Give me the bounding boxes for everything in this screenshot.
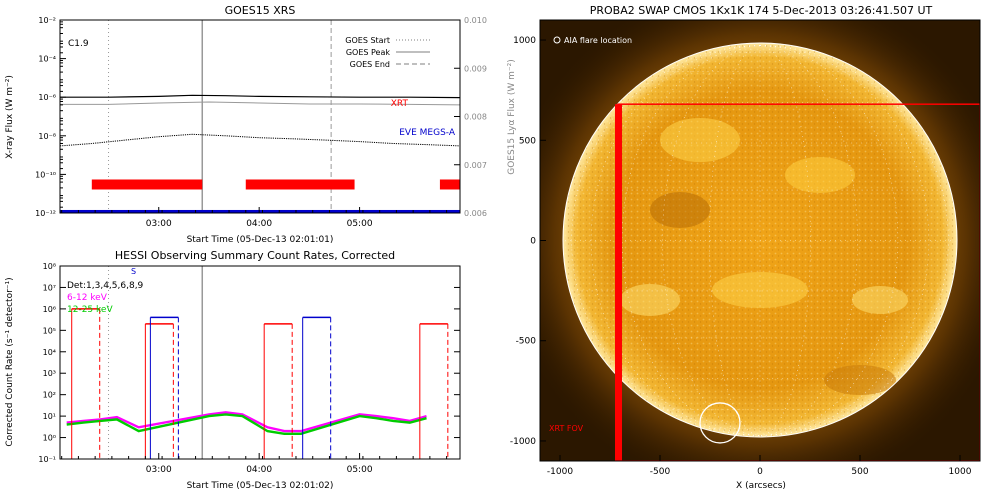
hessi-series-line <box>66 411 427 433</box>
swap-x-tick-label: 500 <box>851 467 868 477</box>
goes-instrument-bars <box>60 179 460 213</box>
swap-y-tick-label: -1000 <box>510 437 536 447</box>
sun-texture <box>563 43 957 437</box>
hessi-x-label: Start Time (05-Dec-13 02:01:02) <box>187 481 334 491</box>
goes-series <box>60 94 460 147</box>
goes-legend-label: GOES Peak <box>346 48 391 57</box>
hessi-state-steps <box>71 308 449 459</box>
swap-title: PROBA2 SWAP CMOS 1Kx1K 174 5-Dec-2013 03… <box>590 4 933 17</box>
hessi-y-tick-label: 10³ <box>43 369 56 378</box>
hessi-legend-6-12kev: 6-12 keV <box>67 293 108 303</box>
goes-legend: GOES Start GOES Peak GOES End <box>345 36 430 69</box>
hessi-y-tick-label: 10⁴ <box>43 348 56 357</box>
eve-coverage-bar <box>60 209 460 213</box>
goes-y-tick-label: 10⁻¹⁰ <box>35 170 56 179</box>
hessi-y-tick-label: 10⁶ <box>43 305 56 314</box>
hessi-x-tick-label: 04:00 <box>246 465 272 475</box>
goes-y-tick-label: 10⁻⁴ <box>38 55 56 64</box>
hessi-marker-lines <box>108 266 204 459</box>
xrt-coverage-bar <box>245 179 355 190</box>
sun-active-regions <box>620 118 908 395</box>
goes-x-axis: 03:00 04:00 05:00 <box>61 207 448 229</box>
goes-y2-tick-label: 0.010 <box>464 16 487 25</box>
goes-x-tick-label: 03:00 <box>146 219 172 229</box>
sun-longitude-line <box>709 45 761 436</box>
goes-series-line-1 <box>60 101 460 106</box>
hessi-series <box>66 411 427 435</box>
hessi-s-annotation: S <box>131 267 136 276</box>
hessi-y-tick-label: 10² <box>43 391 56 400</box>
goes-legend-label: GOES Start <box>345 36 390 45</box>
xrt-fov-edge <box>615 104 622 461</box>
swap-panel: PROBA2 SWAP CMOS 1Kx1K 174 5-Dec-2013 03… <box>510 4 981 491</box>
goes-x-label: Start Time (05-Dec-13 02:01:01) <box>187 235 334 245</box>
goes-y-tick-label: 10⁻² <box>38 16 56 25</box>
hessi-panel: HESSI Observing Summary Count Rates, Cor… <box>5 249 461 491</box>
swap-y-tick-label: -500 <box>516 337 537 347</box>
aia-legend-label: AIA flare location <box>564 36 632 45</box>
goes-title: GOES15 XRS <box>225 4 296 17</box>
swap-y-tick-label: 1000 <box>513 36 536 46</box>
xrt-bar-label: XRT <box>391 99 409 109</box>
swap-y-tick-label: 0 <box>530 237 536 247</box>
swap-x-axis: -1000 -500 0 500 1000 <box>547 455 972 477</box>
hessi-x-tick-label: 05:00 <box>347 465 373 475</box>
goes-y2-tick-label: 0.007 <box>464 161 487 170</box>
xrt-coverage-bar <box>91 179 203 190</box>
hessi-y-tick-label: 10⁵ <box>43 326 56 335</box>
goes-y-axis: 10⁻² 10⁻⁴ 10⁻⁶ 10⁻⁸ 10⁻¹⁰ 10⁻¹² <box>35 16 66 218</box>
hessi-y-axis: 10⁸ 10⁷ 10⁶ 10⁵ 10⁴ 10³ 10² 10¹ 10⁰ 10⁻¹ <box>38 262 460 464</box>
eve-bar-label: EVE MEGS-A <box>399 128 456 138</box>
hessi-series-line <box>66 413 427 435</box>
goes-y2-tick-label: 0.008 <box>464 113 487 122</box>
xrt-coverage-bar <box>439 179 460 190</box>
aia-flare-location-circle <box>699 402 741 444</box>
goes-y-label: X-ray Flux (W m⁻²) <box>5 75 15 159</box>
sun-longitude-line <box>759 45 811 436</box>
hessi-legend-detectors: Det:1,3,4,5,6,8,9 <box>67 281 144 291</box>
goes-y-tick-label: 10⁻⁸ <box>38 132 56 141</box>
goes-y2-tick-label: 0.009 <box>464 64 487 73</box>
goes-y2-label: GOES15 Lyα Flux (W m⁻²) <box>507 59 517 175</box>
hessi-y-label: Corrected Count Rate (s⁻¹ detector⁻¹) <box>5 277 15 446</box>
sun-limb-circle <box>562 42 958 438</box>
sun-heliographic-grid <box>565 45 955 436</box>
aia-legend-marker <box>553 36 561 44</box>
hessi-y-tick-label: 10⁰ <box>43 434 56 443</box>
goes-x-tick-label: 04:00 <box>246 219 272 229</box>
goes-series-line-0 <box>60 94 460 99</box>
swap-x-tick-label: 1000 <box>949 467 972 477</box>
goes-y2-tick-label: 0.006 <box>464 209 487 218</box>
swap-x-tick-label: -1000 <box>547 467 573 477</box>
swap-x-tick-label: 0 <box>757 467 763 477</box>
hessi-x-tick-label: 03:00 <box>146 465 172 475</box>
hessi-y-tick-label: 10⁸ <box>43 262 56 271</box>
sun-longitude-line <box>571 45 761 436</box>
goes-legend-label: GOES End <box>350 60 390 69</box>
goes-x-tick-label: 05:00 <box>347 219 373 229</box>
goes-y-tick-label: 10⁻¹² <box>35 209 56 218</box>
hessi-legend-12-25kev: 12-25 keV <box>67 305 113 315</box>
goes-xrs-panel: GOES15 XRS 10⁻² 10⁻⁴ 10⁻⁶ 10⁻⁸ 10⁻¹⁰ 10⁻¹² 0.… <box>5 4 517 245</box>
hessi-title: HESSI Observing Summary Count Rates, Cor… <box>115 249 395 262</box>
hessi-y-tick-label: 10⁻¹ <box>38 455 56 464</box>
hessi-plot-frame <box>59 265 461 460</box>
hessi-y-tick-label: 10⁷ <box>43 283 56 292</box>
hessi-y-tick-label: 10¹ <box>43 412 56 421</box>
swap-x-tick-label: -500 <box>650 467 671 477</box>
xrt-fov-label: XRT FOV <box>549 424 584 433</box>
goes-class-annotation: C1.9 <box>68 39 89 49</box>
sun-longitude-line <box>759 45 949 436</box>
swap-x-label: X (arcsecs) <box>736 481 786 491</box>
goes-y-tick-label: 10⁻⁶ <box>38 93 56 102</box>
goes-y2-axis: 0.010 0.009 0.008 0.007 0.006 <box>454 16 487 218</box>
swap-y-axis: 1000 500 0 -500 -1000 <box>510 36 546 447</box>
hessi-x-axis: 03:00 04:00 05:00 <box>61 453 448 475</box>
swap-y-tick-label: 500 <box>519 136 536 146</box>
